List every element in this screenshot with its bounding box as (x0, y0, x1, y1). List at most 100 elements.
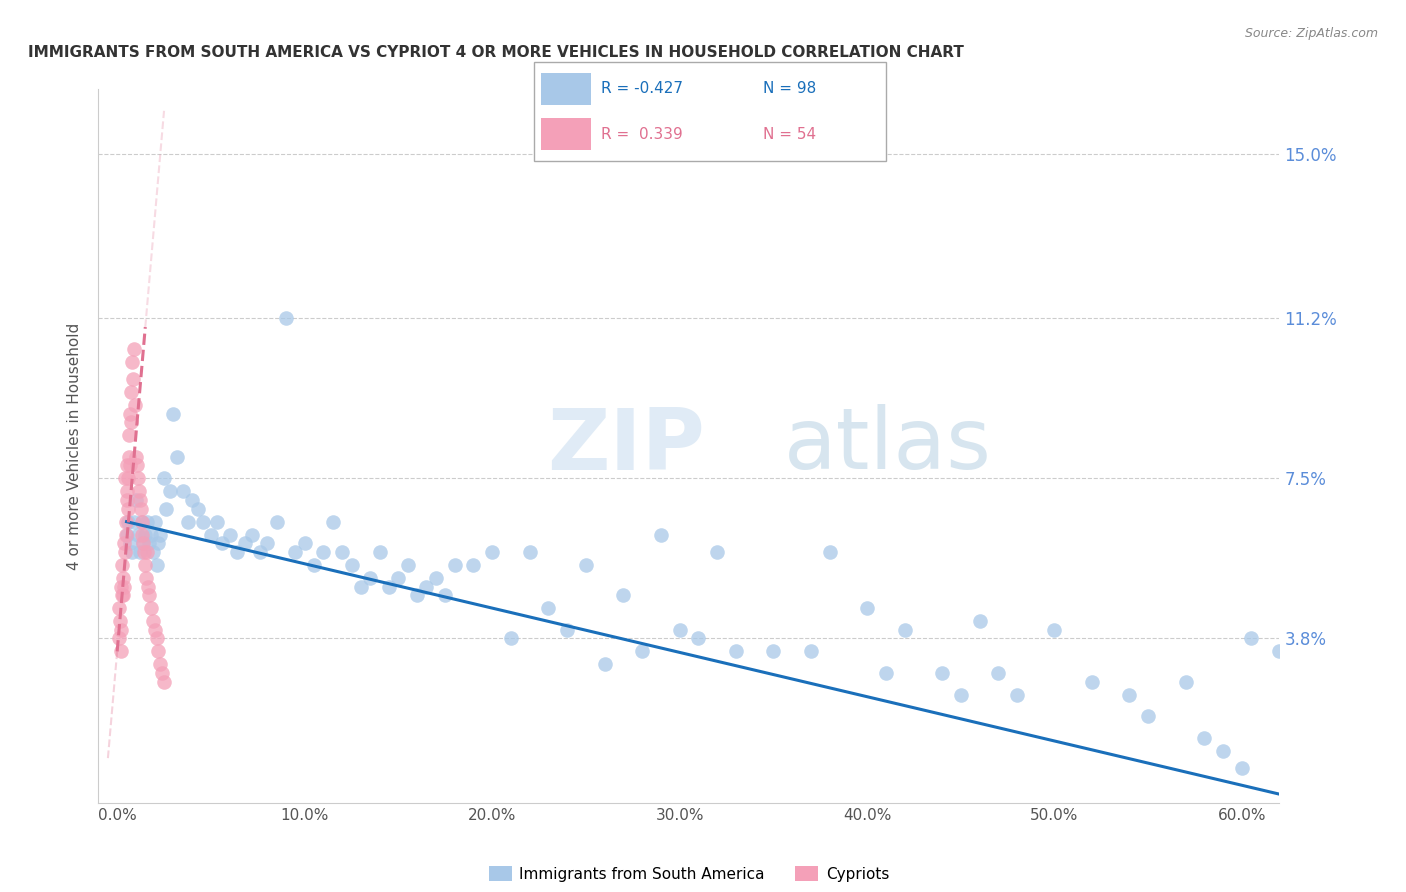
Point (128, 484, 150, 499)
Point (143, 515, 166, 529)
Point (111, 588, 134, 602)
Point (205, 515, 228, 529)
Point (112, 588, 135, 602)
Legend: Immigrants from South America, Cypriots: Immigrants from South America, Cypriots (482, 860, 896, 888)
Point (139, 601, 162, 615)
Point (1230, 761, 1253, 775)
Point (1118, 688, 1140, 702)
Point (136, 515, 159, 529)
Point (110, 644, 132, 658)
Point (1268, 644, 1291, 658)
Point (434, 588, 457, 602)
Point (555, 623, 578, 637)
Point (340, 558, 363, 572)
Point (132, 536, 155, 550)
Text: atlas: atlas (783, 404, 991, 488)
Text: ZIP: ZIP (547, 404, 704, 488)
Point (148, 644, 170, 658)
Point (122, 342, 145, 356)
Point (396, 558, 419, 572)
Point (1306, 688, 1329, 702)
Point (177, 515, 200, 529)
Point (115, 484, 138, 499)
Point (1194, 731, 1216, 745)
Point (368, 545, 391, 559)
Point (117, 493, 139, 508)
Point (233, 536, 256, 550)
Point (387, 571, 409, 585)
Point (138, 536, 160, 550)
Point (149, 527, 172, 541)
Point (143, 623, 166, 637)
Point (117, 501, 139, 516)
Point (668, 623, 690, 637)
Point (118, 458, 141, 473)
Point (155, 501, 177, 516)
Point (115, 458, 138, 473)
Point (1137, 709, 1160, 723)
Point (142, 614, 165, 628)
Point (688, 632, 710, 646)
Point (142, 545, 165, 559)
Point (987, 666, 1010, 681)
Point (134, 527, 156, 541)
Point (138, 588, 160, 602)
Point (121, 545, 143, 559)
Point (193, 515, 215, 529)
Text: IMMIGRANTS FROM SOUTH AMERICA VS CYPRIOT 4 OR MORE VEHICLES IN HOUSEHOLD CORRELA: IMMIGRANTS FROM SOUTH AMERICA VS CYPRIOT… (28, 45, 965, 60)
Point (1081, 674, 1104, 689)
Point (111, 558, 134, 572)
Point (415, 580, 437, 594)
Point (256, 536, 278, 550)
Point (266, 515, 288, 529)
Point (612, 588, 634, 602)
Y-axis label: 4 or more Vehicles in Household: 4 or more Vehicles in Household (67, 322, 83, 570)
Point (110, 623, 132, 637)
Text: Source: ZipAtlas.com: Source: ZipAtlas.com (1244, 27, 1378, 40)
Point (706, 545, 728, 559)
Point (969, 614, 991, 628)
Point (111, 571, 134, 585)
Point (115, 527, 138, 541)
Point (187, 501, 209, 516)
Point (114, 515, 136, 529)
Point (122, 515, 145, 529)
Text: R = -0.427: R = -0.427 (602, 81, 683, 96)
Point (131, 515, 153, 529)
Point (139, 527, 162, 541)
Point (135, 571, 157, 585)
Point (108, 614, 131, 628)
Point (240, 527, 263, 541)
Point (519, 545, 541, 559)
Point (172, 484, 194, 499)
Point (463, 558, 485, 572)
Point (330, 545, 353, 559)
Point (1343, 731, 1365, 745)
Point (166, 450, 188, 464)
Point (117, 471, 139, 485)
FancyBboxPatch shape (541, 119, 591, 150)
Point (125, 493, 148, 508)
Point (114, 471, 136, 485)
Point (211, 536, 233, 550)
Point (120, 536, 142, 550)
Point (856, 601, 879, 615)
Point (200, 527, 222, 541)
Point (481, 545, 503, 559)
Point (181, 493, 204, 508)
Point (302, 558, 325, 572)
Point (1005, 688, 1028, 702)
Point (1240, 632, 1263, 646)
Point (818, 545, 841, 559)
Point (120, 415, 142, 429)
Point (350, 580, 373, 594)
Point (112, 536, 135, 550)
Point (249, 545, 271, 559)
Point (218, 527, 240, 541)
Point (134, 558, 156, 572)
Point (443, 558, 465, 572)
Point (118, 450, 141, 464)
Point (893, 623, 915, 637)
Point (724, 644, 747, 658)
Point (153, 471, 176, 485)
